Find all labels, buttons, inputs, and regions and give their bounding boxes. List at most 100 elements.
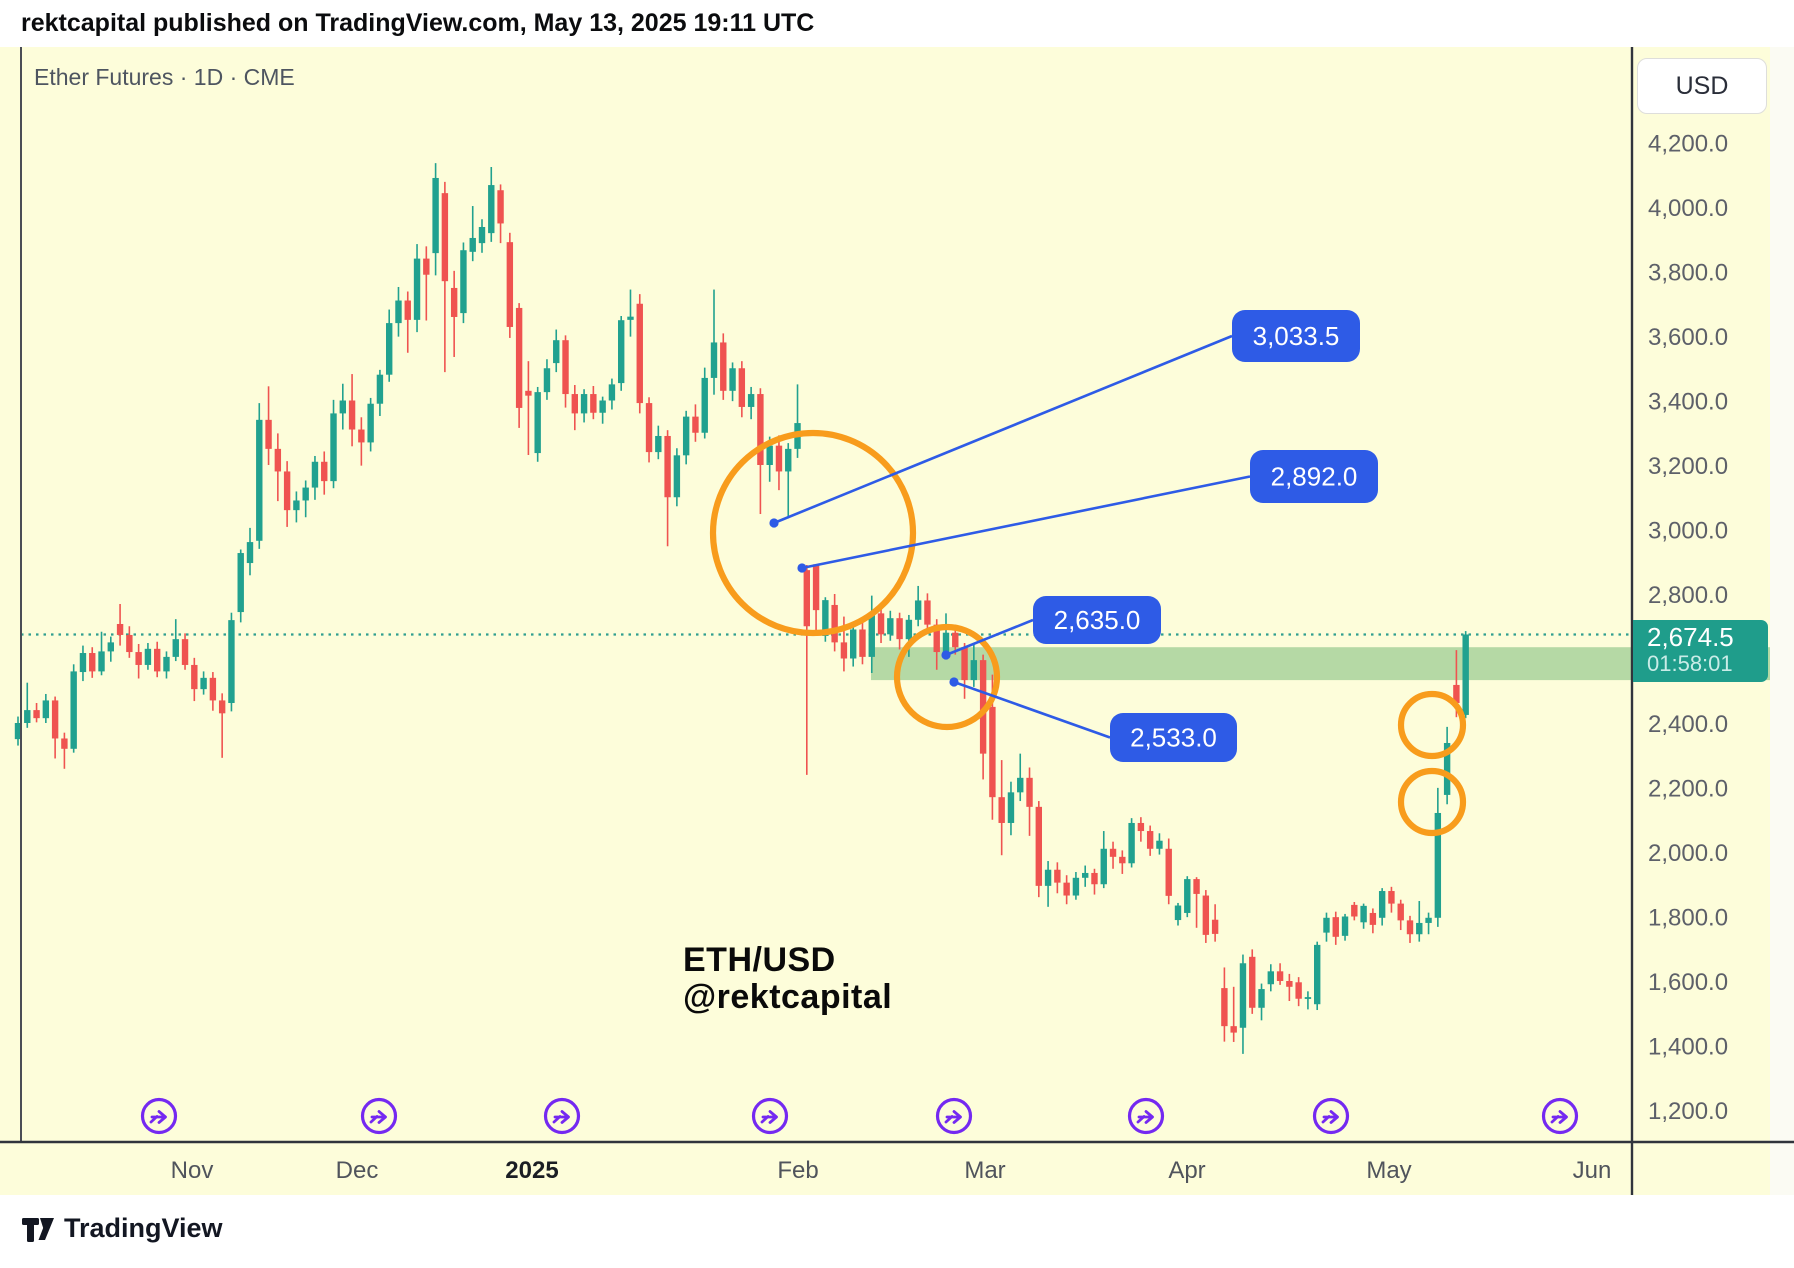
- highlight-circle-drawing[interactable]: [709, 429, 917, 637]
- month-label[interactable]: Jun: [1573, 1157, 1612, 1184]
- tradingview-logo-icon[interactable]: [20, 1212, 56, 1248]
- price-tick-label[interactable]: 3,600.0: [1648, 324, 1728, 351]
- candle-body-down: [135, 652, 142, 665]
- price-callout-box[interactable]: [1110, 713, 1237, 762]
- price-tick-label[interactable]: 4,200.0: [1648, 131, 1728, 158]
- event-marker-circle-icon[interactable]: [1312, 1097, 1350, 1135]
- candle-body-down: [154, 648, 161, 672]
- tradingview-logo-text[interactable]: TradingView: [64, 1213, 223, 1243]
- event-marker-arrow-icon: [760, 1110, 778, 1124]
- event-marker-circle-icon[interactable]: [140, 1097, 178, 1135]
- month-label[interactable]: Dec: [336, 1157, 379, 1184]
- candle-body-up: [311, 461, 319, 488]
- candle-body-down: [181, 639, 189, 665]
- last-price-value: 2,674.5: [1647, 622, 1734, 652]
- watermark-author: @rektcapital: [683, 978, 893, 1016]
- event-marker-circle-icon[interactable]: [543, 1097, 581, 1135]
- event-marker-circle-icon[interactable]: [1541, 1097, 1579, 1135]
- price-tick-label[interactable]: 1,400.0: [1648, 1034, 1728, 1061]
- month-label[interactable]: Apr: [1168, 1157, 1205, 1184]
- candle-body-down: [720, 342, 727, 391]
- candle-body-down: [961, 647, 968, 681]
- candle-body-up: [144, 648, 152, 665]
- event-marker-circle-icon[interactable]: [360, 1097, 398, 1135]
- price-tick-label[interactable]: 4,000.0: [1648, 195, 1728, 222]
- event-marker-circle-icon[interactable]: [751, 1097, 789, 1135]
- candle-body-up: [478, 226, 486, 244]
- candle-body-down: [1351, 904, 1358, 917]
- candle-body-up: [367, 403, 374, 443]
- candle-body-up: [887, 618, 894, 635]
- publication-title: rektcapital published on TradingView.com…: [21, 9, 815, 37]
- highlight-circle-drawing[interactable]: [1397, 767, 1467, 837]
- candle-body-down: [1054, 869, 1061, 883]
- candle-body-down: [664, 435, 671, 498]
- candle-body-down: [1276, 971, 1284, 981]
- price-tick-label[interactable]: 2,200.0: [1648, 776, 1728, 803]
- event-marker-circle-icon[interactable]: [1127, 1097, 1165, 1135]
- price-tick-label[interactable]: 2,800.0: [1648, 582, 1728, 609]
- currency-toggle-button[interactable]: USD: [1637, 58, 1767, 114]
- price-tick-label[interactable]: 2,000.0: [1648, 840, 1728, 867]
- candle-body-up: [256, 419, 263, 541]
- callout-leader-line: [801, 475, 1251, 570]
- candle-body-down: [61, 738, 68, 749]
- candle-body-down: [979, 660, 987, 754]
- price-tick-label[interactable]: 1,600.0: [1648, 969, 1728, 996]
- candle-body-up: [14, 723, 22, 740]
- price-callout-box[interactable]: [1250, 450, 1378, 503]
- candle-body-down: [1249, 956, 1256, 1008]
- candle-body-down: [1221, 988, 1228, 1027]
- price-tick-label[interactable]: 1,800.0: [1648, 905, 1728, 932]
- price-tick-label[interactable]: 3,800.0: [1648, 260, 1728, 287]
- event-marker-arrow-icon: [1136, 1110, 1154, 1124]
- highlight-circle-drawing[interactable]: [1397, 690, 1467, 760]
- month-label[interactable]: Nov: [171, 1157, 214, 1184]
- candle-body-up: [618, 320, 625, 384]
- highlight-circle-drawing[interactable]: [893, 623, 1001, 731]
- event-marker-arrow-icon: [944, 1110, 962, 1124]
- month-label[interactable]: Mar: [964, 1157, 1005, 1184]
- event-marker-arrow-icon: [552, 1110, 570, 1124]
- price-callout-label: 2,892.0: [1271, 462, 1358, 492]
- candle-body-up: [914, 600, 922, 620]
- candle-body-down: [450, 287, 458, 317]
- candle-body-up: [534, 392, 541, 454]
- candle-body-up: [1082, 872, 1089, 878]
- candle-body-up: [785, 448, 792, 472]
- candle-body-down: [775, 445, 783, 472]
- price-callout-box[interactable]: [1232, 310, 1360, 362]
- candle-body-down: [283, 471, 291, 511]
- candle-body-up: [460, 250, 467, 314]
- candle-body-up: [1258, 989, 1265, 1008]
- callout-anchor-dot: [797, 563, 807, 573]
- event-marker-circle-icon[interactable]: [935, 1097, 973, 1135]
- price-tick-label[interactable]: 3,200.0: [1648, 453, 1728, 480]
- candle-body-up: [1267, 971, 1274, 985]
- symbol-legend[interactable]: Ether Futures · 1D · CME: [34, 64, 295, 90]
- price-tick-label[interactable]: 1,200.0: [1648, 1098, 1728, 1125]
- candle-body-up: [1341, 916, 1349, 936]
- candle-body-up: [1314, 944, 1321, 1005]
- price-callout-box[interactable]: [1033, 596, 1161, 644]
- candle-body-up: [608, 384, 616, 401]
- candle-body-up: [107, 642, 114, 652]
- candle-body-down: [33, 710, 40, 719]
- candle-body-up: [850, 629, 857, 659]
- month-label[interactable]: Feb: [777, 1157, 818, 1184]
- candle-body-down: [952, 632, 959, 648]
- candle-body-down: [218, 700, 226, 714]
- year-label[interactable]: 2025: [505, 1157, 558, 1184]
- price-tick-label[interactable]: 2,400.0: [1648, 711, 1728, 738]
- watermark-symbol: ETH/USD: [683, 941, 836, 979]
- price-tick-label[interactable]: 3,000.0: [1648, 518, 1728, 545]
- month-label[interactable]: May: [1366, 1157, 1411, 1184]
- candle-body-down: [803, 570, 810, 627]
- candle-body-down: [191, 664, 198, 690]
- price-tick-label[interactable]: 3,400.0: [1648, 389, 1728, 416]
- candle-body-up: [1017, 777, 1024, 793]
- candle-body-down: [590, 394, 597, 413]
- candle-body-down: [1369, 912, 1377, 925]
